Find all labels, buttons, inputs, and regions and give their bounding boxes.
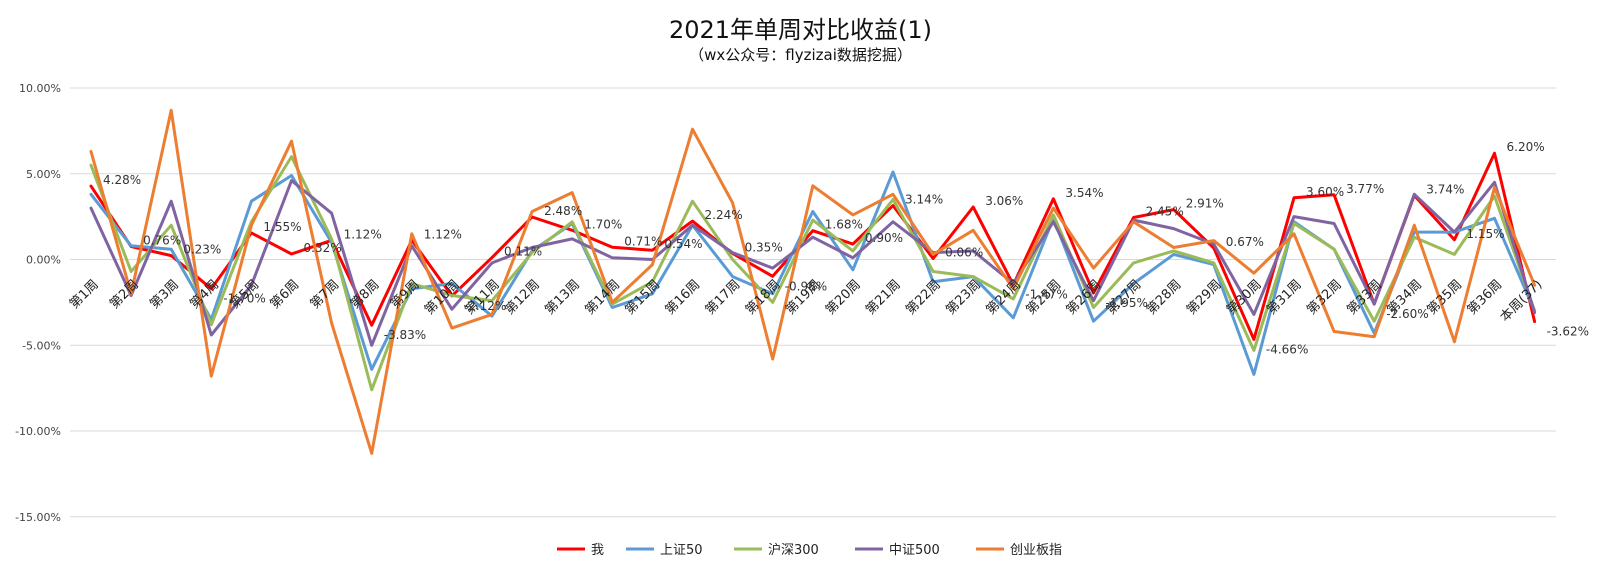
data-label: 1.12% xyxy=(344,227,382,241)
y-axis-ticks: 10.00% 5.00% 0.00% -5.00% -10.00% -15.00% xyxy=(15,82,61,524)
data-label: 1.55% xyxy=(263,220,301,234)
y-tick-label: -5.00% xyxy=(22,339,61,352)
y-tick-label: -10.00% xyxy=(15,425,61,438)
data-label: 0.90% xyxy=(865,231,903,245)
series-line-2 xyxy=(89,155,1537,392)
legend-label-1: 上证50 xyxy=(660,543,703,558)
data-label: -1.70% xyxy=(223,292,265,306)
data-label: 2.45% xyxy=(1146,204,1184,218)
data-label: 3.60% xyxy=(1306,185,1344,199)
data-label: 0.32% xyxy=(304,241,342,255)
y-tick-label: 0.00% xyxy=(26,254,61,267)
y-tick-label: 5.00% xyxy=(26,168,61,181)
data-label: -3.83% xyxy=(384,328,426,342)
data-labels: 4.28%0.76%0.23%-1.70%1.55%0.32%1.12%-3.8… xyxy=(103,140,1589,356)
legend-label-2: 沪深300 xyxy=(768,542,819,558)
y-tick-label: -15.00% xyxy=(15,511,61,524)
x-tick-label: 第17周 xyxy=(703,277,744,318)
data-label: 3.77% xyxy=(1346,182,1384,196)
x-tick-label: 第23周 xyxy=(943,277,984,318)
data-label: 4.28% xyxy=(103,173,141,187)
data-label: 2.48% xyxy=(544,204,582,218)
data-label: 2.24% xyxy=(705,208,743,222)
data-label: -2.12% xyxy=(464,299,506,313)
y-tick-label: 10.00% xyxy=(19,82,61,95)
legend-label-3: 中证500 xyxy=(889,543,940,558)
series-lines xyxy=(89,108,1537,455)
data-label: 0.06% xyxy=(945,245,983,259)
series-line-3 xyxy=(89,179,1537,347)
data-label: 0.71% xyxy=(624,234,662,248)
x-tick-label: 第13周 xyxy=(542,277,583,318)
x-tick-label: 第28周 xyxy=(1144,277,1185,318)
data-label: 0.23% xyxy=(183,243,221,257)
data-label: 0.35% xyxy=(745,240,783,254)
x-tick-label: 第24周 xyxy=(983,277,1024,318)
data-label: 3.14% xyxy=(905,193,943,207)
x-tick-label: 第20周 xyxy=(823,277,864,318)
x-tick-label: 第6周 xyxy=(267,277,302,312)
x-tick-label: 第21周 xyxy=(863,277,904,318)
x-tick-label: 第7周 xyxy=(308,277,343,312)
legend: 我 上证50 沪深300 中证500 创业板指 xyxy=(557,542,1062,558)
x-tick-label: 第3周 xyxy=(147,277,182,312)
legend-label-4: 创业板指 xyxy=(1010,543,1062,558)
data-label: -0.98% xyxy=(785,279,827,293)
data-label: -2.60% xyxy=(1386,307,1428,321)
data-label: 1.12% xyxy=(424,227,462,241)
series-line-1 xyxy=(89,170,1537,376)
x-tick-label: 第1周 xyxy=(67,277,102,312)
data-label: 0.67% xyxy=(1226,235,1264,249)
data-label: 0.54% xyxy=(664,237,702,251)
data-label: 6.20% xyxy=(1507,140,1545,154)
series-line-4 xyxy=(89,108,1537,455)
legend-label-0: 我 xyxy=(591,543,604,558)
chart-subtitle: （wx公众号：flyzizai数据挖掘） xyxy=(689,46,912,64)
grid-lines xyxy=(70,87,1556,518)
data-label: -4.66% xyxy=(1266,342,1308,356)
data-label: 1.68% xyxy=(825,218,863,232)
data-label: 3.06% xyxy=(985,194,1023,208)
chart-title: 2021年单周对比收益(1) xyxy=(668,16,933,44)
x-tick-label: 第16周 xyxy=(663,277,704,318)
data-label: -1.47% xyxy=(1025,288,1067,302)
data-label: 1.70% xyxy=(584,217,622,231)
data-label: 2.91% xyxy=(1186,197,1224,211)
data-label: -3.62% xyxy=(1547,325,1589,339)
data-label: 1.15% xyxy=(1466,227,1504,241)
x-tick-label: 第29周 xyxy=(1184,277,1225,318)
x-tick-label: 第15周 xyxy=(623,277,664,318)
data-label: -1.95% xyxy=(1106,296,1148,310)
data-label: 0.76% xyxy=(143,233,181,247)
data-label: 3.54% xyxy=(1065,186,1103,200)
data-label: 3.74% xyxy=(1426,182,1464,196)
x-tick-label: 第22周 xyxy=(903,277,944,318)
data-label: 0.11% xyxy=(504,245,542,259)
